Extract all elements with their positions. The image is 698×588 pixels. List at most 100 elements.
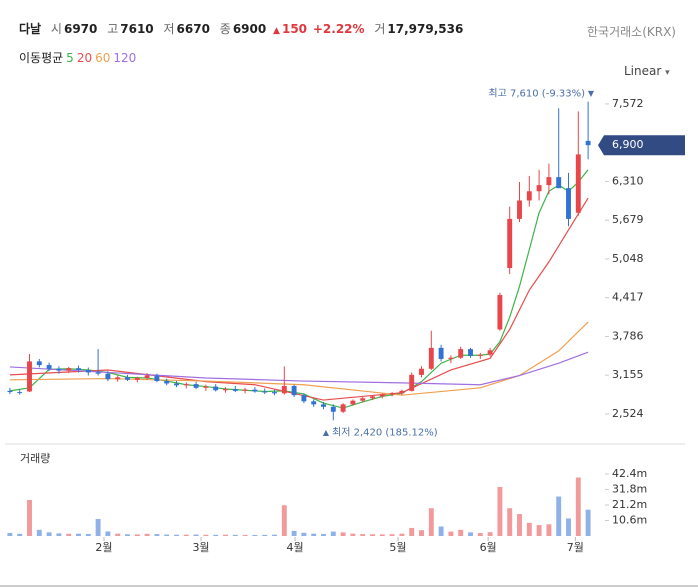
candle-body (262, 391, 268, 393)
candle-body (105, 373, 111, 380)
annotation: 최저 2,420 (185.12%) (332, 426, 438, 438)
volume-bar (517, 514, 522, 536)
up-arrow: ▲ (273, 26, 280, 36)
volume-bar (27, 500, 32, 536)
y-tick-label: 6,310 (612, 174, 644, 187)
candle-body (497, 295, 503, 330)
change-pct: +2.22% (312, 22, 365, 36)
candle-body (85, 369, 91, 373)
volume-tick-label: 21.2m (612, 498, 647, 511)
candle-body (340, 404, 346, 412)
volume-bar (409, 527, 415, 536)
volume-bar (477, 533, 483, 536)
volume-bar (458, 529, 464, 536)
y-tick-label: 5,048 (612, 252, 644, 265)
volume-bar (193, 534, 199, 536)
candle-body (242, 389, 248, 391)
candle-body (566, 188, 571, 219)
volume-bar (419, 530, 424, 536)
ma-line (9, 321, 589, 396)
volume-tick-label: 42.4m (612, 467, 647, 480)
annotation-marker: ▼ (588, 89, 595, 98)
volume-bar (36, 529, 42, 536)
candle-body (203, 386, 209, 388)
candle-body (585, 140, 591, 146)
volume-bar (389, 534, 395, 536)
legend-item: 60 (95, 51, 111, 65)
volume-bar (85, 533, 91, 536)
x-tick-label: 4월 (287, 541, 304, 554)
volume-bar (428, 508, 434, 536)
volume-bar (46, 532, 52, 536)
candle-body (301, 395, 307, 402)
candle-body (556, 177, 562, 189)
volume-bar (7, 532, 13, 536)
candle-body (56, 368, 62, 371)
y-tick-label: 4,417 (612, 291, 644, 304)
volume-bar (301, 532, 307, 536)
volume-title: 거래량 (20, 452, 50, 465)
candle-body (213, 386, 219, 391)
x-tick-label: 6월 (480, 541, 497, 554)
candle-body (27, 361, 32, 392)
volume-bar (497, 487, 503, 536)
quote-label: 저 (163, 22, 175, 36)
volume-bar (17, 533, 23, 536)
x-tick-label: 5월 (389, 541, 406, 554)
candle-body (311, 401, 317, 405)
candle-body (134, 377, 140, 380)
candle-body (379, 394, 385, 397)
quote-value: 17,979,536 (387, 22, 464, 36)
candle-body (526, 191, 532, 201)
volume-bar (183, 534, 189, 536)
volume-bar (252, 534, 258, 536)
volume-bar (203, 534, 209, 536)
quote-value: 6970 (63, 22, 98, 36)
scale-text[interactable]: Linear (624, 64, 662, 78)
candle-body (507, 218, 513, 269)
candle-body (281, 385, 287, 394)
candle-body (468, 349, 473, 356)
candle-body (125, 377, 130, 380)
volume-bar (66, 533, 72, 536)
volume-bar (174, 534, 179, 536)
volume-bar (370, 534, 375, 536)
ma-label: 이동평균 (19, 51, 64, 65)
candle-body (272, 392, 277, 394)
candle-body (360, 398, 366, 401)
candle-body (36, 361, 42, 366)
candle-body (46, 365, 52, 369)
volume-bar (526, 522, 532, 536)
volume-tick-label: 31.8m (612, 482, 647, 495)
quote-value: 6670 (176, 22, 210, 36)
candle-body (66, 368, 72, 371)
candle-body (350, 400, 356, 405)
volume-bar (134, 534, 140, 536)
quote-label: 고 (107, 22, 119, 36)
candle-body (291, 385, 297, 396)
legend-item: 20 (76, 51, 93, 65)
candle-body (546, 177, 552, 186)
candle-body (428, 347, 434, 369)
candle-body (389, 393, 395, 395)
candle-body (448, 357, 454, 359)
volume-bar (105, 531, 111, 536)
candle-body (223, 389, 228, 391)
volume-bar (566, 518, 571, 536)
x-tick-label: 3월 (192, 541, 209, 554)
volume-bar (556, 496, 562, 536)
volume-bar (154, 534, 160, 536)
volume-bar (575, 477, 581, 536)
volume-bar (487, 532, 493, 536)
volume-bar (350, 533, 356, 536)
volume-bar (507, 508, 513, 536)
scale-select[interactable]: Linear ▾ (624, 64, 670, 78)
candle-body (252, 389, 258, 392)
volume-bar (585, 509, 591, 536)
change: 150 (281, 22, 308, 36)
candle-body (330, 406, 336, 412)
candle-body (458, 349, 464, 358)
x-tick-label: 7월 (567, 541, 584, 554)
